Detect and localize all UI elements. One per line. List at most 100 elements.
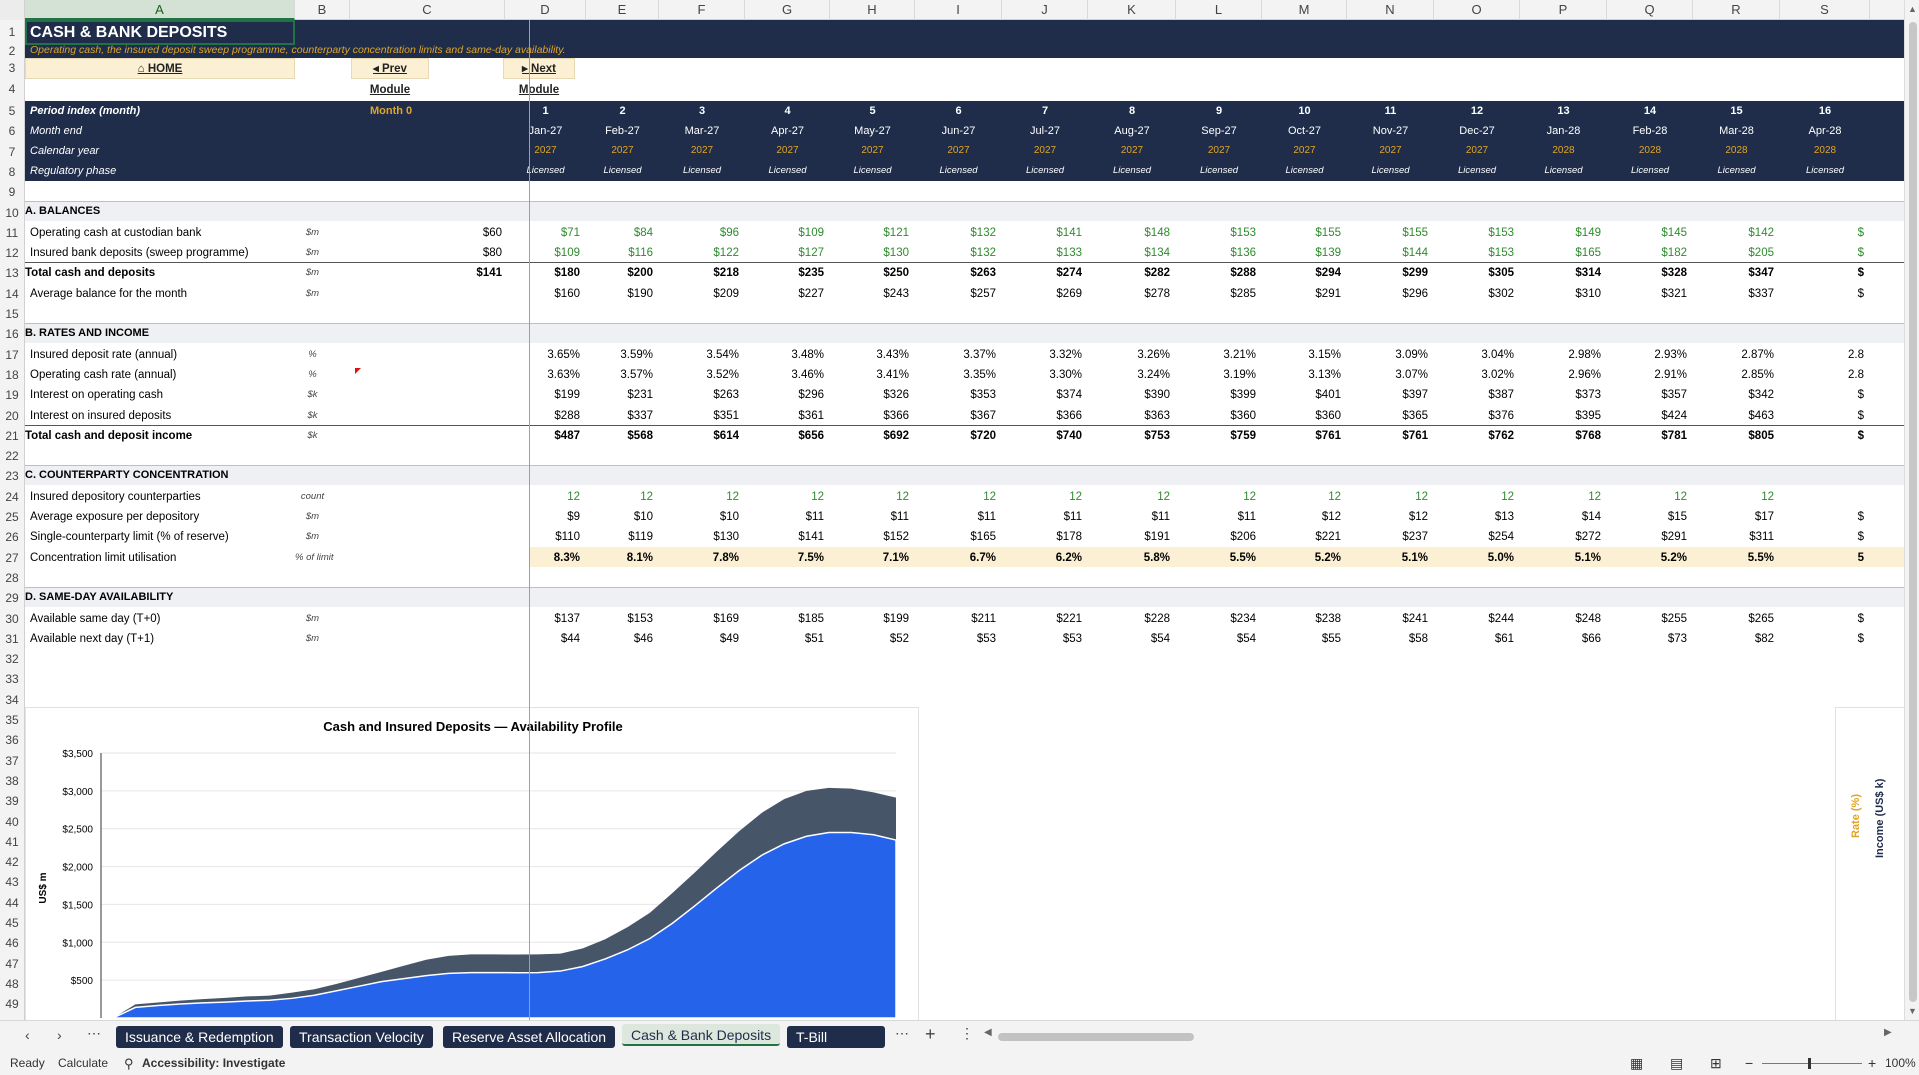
column-header[interactable]: R xyxy=(1693,0,1780,20)
row-header[interactable]: 27 xyxy=(5,550,19,565)
row-header[interactable]: 32 xyxy=(5,652,19,667)
scroll-down-icon[interactable]: ▼ xyxy=(1908,1006,1917,1016)
vertical-scrollbar[interactable]: ▲ ▼ xyxy=(1904,0,1919,1020)
next-module-button[interactable]: ▸ Next Module xyxy=(503,58,575,96)
row-header[interactable]: 34 xyxy=(5,692,19,707)
column-header[interactable]: E xyxy=(586,0,659,20)
row-header[interactable]: 21 xyxy=(5,428,19,443)
availability-chart[interactable]: Cash and Insured Deposits — Availability… xyxy=(25,707,919,1020)
row-header[interactable]: 11 xyxy=(5,225,19,240)
zoom-slider-thumb[interactable] xyxy=(1808,1058,1811,1069)
status-accessibility[interactable]: Accessibility: Investigate xyxy=(142,1056,286,1070)
column-header[interactable]: S xyxy=(1780,0,1870,20)
income-rate-chart[interactable]: Rate (%) Income (US$ k) xyxy=(1835,707,1904,1020)
row-header[interactable]: 13 xyxy=(5,266,19,281)
row-header[interactable]: 40 xyxy=(5,814,19,829)
row-header[interactable]: 15 xyxy=(5,307,19,321)
row-header[interactable]: 3 xyxy=(8,61,16,75)
zoom-level[interactable]: 100% xyxy=(1885,1056,1916,1070)
row-header[interactable]: 19 xyxy=(5,388,19,403)
row-header[interactable]: 35 xyxy=(5,713,19,727)
series-area-lower[interactable] xyxy=(112,831,897,1019)
row-header[interactable]: 8 xyxy=(8,164,16,179)
column-header[interactable]: N xyxy=(1347,0,1434,20)
normal-view-icon[interactable]: ▦ xyxy=(1630,1055,1644,1071)
row-header[interactable]: 39 xyxy=(5,794,19,809)
hscroll-right-icon[interactable]: ▶ xyxy=(1884,1027,1892,1038)
zoom-slider[interactable] xyxy=(1762,1063,1862,1064)
column-header[interactable]: F xyxy=(659,0,745,20)
row-header[interactable]: 9 xyxy=(8,185,16,200)
comment-indicator[interactable] xyxy=(355,368,361,374)
column-header[interactable]: C xyxy=(350,0,505,20)
active-cell-a1[interactable] xyxy=(25,20,295,45)
row-header[interactable]: 16 xyxy=(5,327,19,342)
home-button[interactable]: ⌂ HOME xyxy=(25,58,295,79)
column-header[interactable]: J xyxy=(1002,0,1088,20)
tab-transaction-velocity[interactable]: Transaction Velocity xyxy=(290,1026,433,1048)
row-header[interactable]: 1 xyxy=(8,25,16,39)
row-header[interactable]: 49 xyxy=(5,997,19,1012)
row-header[interactable]: 5 xyxy=(8,104,16,118)
column-header[interactable]: L xyxy=(1176,0,1262,20)
row-header[interactable]: 50 xyxy=(0,1015,24,1021)
row-header[interactable]: 6 xyxy=(8,124,16,139)
column-header[interactable]: B xyxy=(295,0,350,20)
row-header[interactable]: 20 xyxy=(5,408,19,423)
zoom-in-icon[interactable]: + xyxy=(1868,1055,1877,1071)
row-header[interactable]: 42 xyxy=(5,855,19,870)
column-header[interactable]: D xyxy=(505,0,586,20)
row-header[interactable]: 14 xyxy=(5,286,19,301)
vertical-scroll-thumb[interactable] xyxy=(1909,22,1917,1002)
column-header[interactable]: O xyxy=(1434,0,1520,20)
row-header[interactable]: 12 xyxy=(5,246,19,261)
horizontal-scroll-thumb[interactable] xyxy=(998,1033,1194,1041)
hscroll-left-icon[interactable]: ◀ xyxy=(984,1027,992,1038)
column-header[interactable]: I xyxy=(915,0,1002,20)
tab-cash-bank-deposits[interactable]: Cash & Bank Deposits xyxy=(622,1024,781,1046)
page-break-icon[interactable]: ⊞ xyxy=(1710,1055,1722,1071)
column-header[interactable]: A xyxy=(25,0,295,20)
row-header[interactable]: 29 xyxy=(5,591,19,606)
scroll-up-icon[interactable]: ▲ xyxy=(1908,4,1917,14)
row-header[interactable]: 4 xyxy=(8,82,16,96)
row-header[interactable]: 33 xyxy=(5,672,19,687)
zoom-out-icon[interactable]: − xyxy=(1745,1055,1754,1071)
row-header[interactable]: 30 xyxy=(5,611,19,626)
tab-reserve-asset-allocation[interactable]: Reserve Asset Allocation xyxy=(443,1026,616,1048)
tab-issuance-redemption[interactable]: Issuance & Redemption xyxy=(116,1026,283,1048)
add-sheet-icon[interactable]: + xyxy=(925,1024,936,1044)
row-header[interactable]: 7 xyxy=(8,144,16,159)
row-header[interactable]: 23 xyxy=(5,469,19,484)
row-header[interactable]: 38 xyxy=(5,773,19,788)
column-header[interactable]: K xyxy=(1088,0,1176,20)
column-header[interactable]: Q xyxy=(1607,0,1693,20)
row-header[interactable]: 2 xyxy=(8,44,16,58)
row-header[interactable]: 28 xyxy=(5,570,19,585)
tab-tbill-portfolio[interactable]: T-Bill Portfolio xyxy=(787,1026,885,1048)
row-header[interactable]: 48 xyxy=(5,976,19,991)
row-header[interactable]: 36 xyxy=(5,733,19,748)
row-header[interactable]: 31 xyxy=(5,631,19,646)
column-header[interactable]: P xyxy=(1520,0,1607,20)
column-header[interactable]: H xyxy=(830,0,915,20)
row-header[interactable]: 43 xyxy=(5,875,19,890)
row-header[interactable]: 17 xyxy=(5,347,19,362)
row-header[interactable]: 26 xyxy=(5,530,19,545)
row-header[interactable]: 47 xyxy=(5,956,19,971)
tab-scroll-right-icon[interactable]: › xyxy=(57,1027,62,1043)
row-header[interactable]: 18 xyxy=(5,367,19,382)
row-header[interactable]: 22 xyxy=(5,449,19,464)
row-header[interactable]: 44 xyxy=(5,895,19,910)
column-header[interactable]: G xyxy=(745,0,830,20)
status-calculate[interactable]: Calculate xyxy=(58,1056,109,1070)
prev-module-button[interactable]: ◂ Prev Module xyxy=(351,58,429,96)
row-header[interactable]: 45 xyxy=(5,916,19,930)
page-layout-icon[interactable]: ▤ xyxy=(1670,1055,1684,1071)
row-header[interactable]: 37 xyxy=(5,753,19,768)
row-header[interactable]: 41 xyxy=(5,834,19,849)
worksheet-grid[interactable]: CASH & BANK DEPOSITS Operating cash, the… xyxy=(25,20,1904,1020)
tab-scroll-left-icon[interactable]: ‹ xyxy=(25,1027,30,1043)
row-header[interactable]: 25 xyxy=(5,510,19,524)
tab-more-right-icon[interactable]: ⋯ xyxy=(895,1025,909,1041)
